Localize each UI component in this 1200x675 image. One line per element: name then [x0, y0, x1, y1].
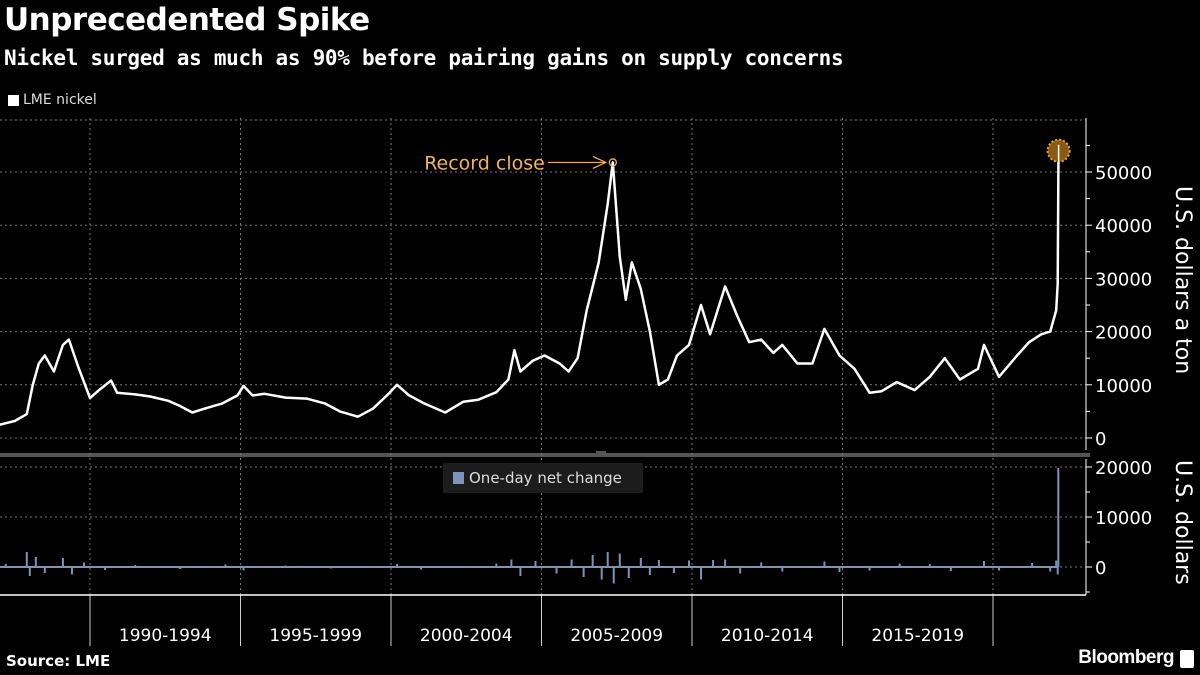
- source-note: Source: LME: [6, 652, 111, 670]
- y-axis-title-top: U.S. dollars a ton: [1170, 186, 1195, 374]
- pane-divider: [0, 453, 1090, 457]
- arrow-head-icon: [592, 155, 608, 169]
- bloomberg-chart-icon: [1180, 650, 1194, 668]
- chart-subtitle: Nickel surged as much as 90% before pair…: [4, 46, 844, 70]
- x-tick-label: 1995-1999: [269, 626, 362, 646]
- ytick-label-top: 20000: [1095, 323, 1152, 344]
- ytick-label-bottom: 0: [1095, 558, 1106, 579]
- chart-title: Unprecedented Spike: [4, 2, 370, 38]
- legend-net-change: One-day net change: [443, 463, 643, 493]
- y-axis-title-bottom: U.S. dollars: [1170, 460, 1195, 585]
- legend-swatch-white: [8, 94, 19, 106]
- x-tick-label: 2010-2014: [721, 626, 814, 646]
- x-tick-label: 2005-2009: [570, 626, 663, 646]
- legend-label: LME nickel: [23, 92, 97, 108]
- ytick-label-top: 40000: [1095, 216, 1152, 237]
- legend-lme-nickel: LME nickel: [8, 92, 97, 108]
- legend-swatch-blue: [453, 472, 464, 484]
- ytick-label-top: 10000: [1095, 376, 1152, 397]
- x-tick-label: 2015-2019: [871, 626, 964, 646]
- legend-label: One-day net change: [469, 469, 622, 487]
- x-tick-label: 2000-2004: [420, 626, 513, 646]
- ytick-label-top: 30000: [1095, 269, 1152, 290]
- record-close-marker: [608, 158, 617, 167]
- ytick-label-top: 0: [1095, 429, 1106, 450]
- record-close-label: Record close: [424, 152, 545, 174]
- ytick-label-bottom: 20000: [1095, 458, 1152, 479]
- nickel-price-line: [0, 145, 1060, 426]
- x-tick-label: 1990-1994: [119, 626, 212, 646]
- ytick-label-bottom: 10000: [1095, 508, 1152, 529]
- bloomberg-logo: Bloomberg: [1078, 647, 1174, 668]
- ytick-label-top: 50000: [1095, 163, 1152, 184]
